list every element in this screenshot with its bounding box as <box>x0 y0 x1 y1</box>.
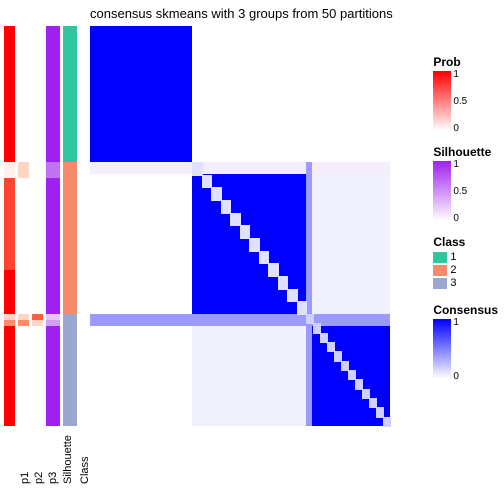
chart-title: consensus skmeans with 3 groups from 50 … <box>90 6 393 21</box>
col-label-Class: Class <box>79 456 91 484</box>
col-label-Silhouette: Silhouette <box>62 435 74 484</box>
legend-class: Class123 <box>433 235 498 289</box>
anno-col-p2 <box>18 26 29 426</box>
legend-consensus: Consensus10 <box>433 303 498 379</box>
legend-silhouette: Silhouette10.50 <box>433 145 498 221</box>
anno-col-p3 <box>32 26 43 426</box>
annotation-columns <box>4 26 77 426</box>
anno-col-p1 <box>4 26 15 426</box>
legends: Prob10.50 Silhouette10.50 Class123 Consensu… <box>433 55 498 393</box>
col-label-p3: p3 <box>47 472 59 484</box>
col-label-p2: p2 <box>33 472 45 484</box>
consensus-heatmap <box>90 26 390 426</box>
anno-col-Class <box>63 26 77 426</box>
col-label-p1: p1 <box>19 472 31 484</box>
heatmap-block-1 <box>90 26 192 162</box>
legend-prob: Prob10.50 <box>433 55 498 131</box>
anno-col-Silhouette <box>46 26 60 426</box>
